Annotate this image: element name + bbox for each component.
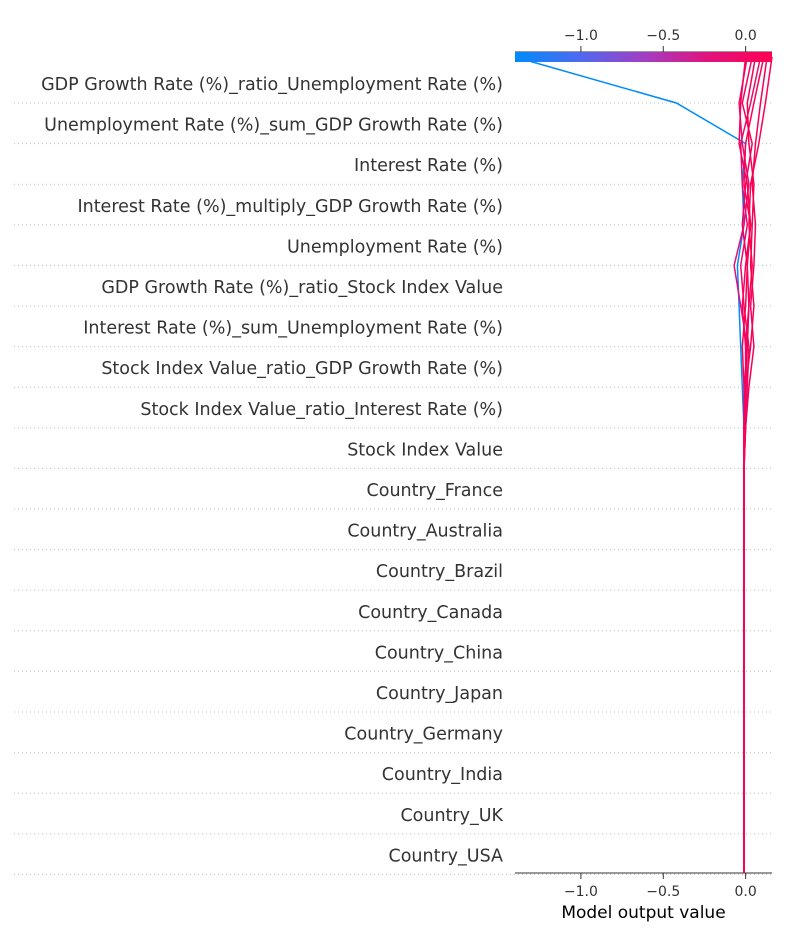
decision-line xyxy=(514,56,747,873)
feature-label: Country_India xyxy=(382,765,503,785)
feature-label: Country_Brazil xyxy=(376,562,503,582)
bottom-tick-label: −0.5 xyxy=(646,884,680,900)
feature-label: Country_Australia xyxy=(347,522,503,542)
feature-label: Interest Rate (%) xyxy=(354,156,503,176)
feature-label: Country_China xyxy=(375,643,503,663)
axes: −1.0 −1.0 −0.5 −0.5 0.0 0.0 xyxy=(515,28,772,900)
feature-label: Interest Rate (%)_sum_Unemployment Rate … xyxy=(83,319,503,339)
feature-label: Unemployment Rate (%) xyxy=(287,237,503,257)
feature-label: Country_Germany xyxy=(344,725,503,745)
feature-label: Country_Canada xyxy=(358,603,503,623)
feature-label: Country_UK xyxy=(400,806,503,826)
feature-label: Interest Rate (%)_multiply_GDP Growth Ra… xyxy=(77,197,503,217)
colorbar xyxy=(515,52,772,62)
feature-label: GDP Growth Rate (%)_ratio_Unemployment R… xyxy=(41,75,503,95)
feature-label: Stock Index Value xyxy=(347,440,503,460)
x-axis-label: Model output value xyxy=(561,903,725,923)
top-tick-label: −1.0 xyxy=(564,28,598,44)
feature-label: Country_USA xyxy=(389,846,504,866)
bottom-tick-label: −1.0 xyxy=(564,884,598,900)
decision-lines xyxy=(514,56,773,873)
feature-label: Unemployment Rate (%)_sum_GDP Growth Rat… xyxy=(44,116,503,136)
bottom-tick-label: 0.0 xyxy=(735,884,757,900)
feature-label: GDP Growth Rate (%)_ratio_Stock Index Va… xyxy=(101,278,503,298)
decision-line xyxy=(738,56,752,873)
feature-label: Stock Index Value_ratio_GDP Growth Rate … xyxy=(101,359,503,379)
top-tick-label: 0.0 xyxy=(735,28,757,44)
feature-label: Country_France xyxy=(367,481,503,501)
feature-labels: GDP Growth Rate (%)_ratio_Unemployment R… xyxy=(41,75,503,866)
feature-label: Country_Japan xyxy=(376,684,503,704)
feature-label: Stock Index Value_ratio_Interest Rate (%… xyxy=(140,400,503,420)
top-tick-label: −0.5 xyxy=(646,28,680,44)
